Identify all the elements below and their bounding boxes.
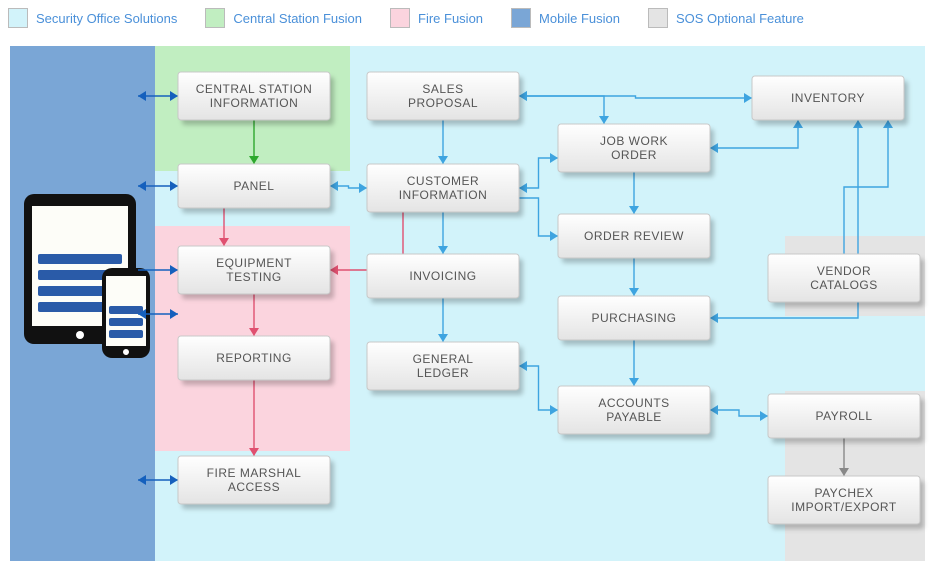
node-label: ACCOUNTS: [598, 396, 669, 410]
phone-menu-bar: [109, 306, 143, 314]
node-label: CATALOGS: [810, 278, 878, 292]
tablet-home-button: [76, 331, 84, 339]
node-label: PAYCHEX: [814, 486, 873, 500]
node-label: GENERAL: [413, 352, 474, 366]
tablet-menu-bar: [38, 254, 122, 264]
node-label: ORDER: [611, 148, 657, 162]
node-label: VENDOR: [817, 264, 871, 278]
legend-swatch-csf: [205, 8, 225, 28]
node-label: ORDER REVIEW: [584, 229, 684, 243]
node-label: INFORMATION: [210, 96, 299, 110]
phone-home-button: [123, 349, 129, 355]
phone-menu-bar: [109, 330, 143, 338]
legend-label: Central Station Fusion: [233, 11, 362, 26]
node-label: LEDGER: [417, 366, 469, 380]
legend-item: SOS Optional Feature: [648, 8, 804, 28]
node-label: ACCESS: [228, 480, 280, 494]
node-label: CENTRAL STATION: [196, 82, 313, 96]
node-label: INFORMATION: [399, 188, 488, 202]
legend-item: Security Office Solutions: [8, 8, 177, 28]
node-label: CUSTOMER: [407, 174, 479, 188]
legend-item: Fire Fusion: [390, 8, 483, 28]
legend-swatch-mobile: [511, 8, 531, 28]
legend-item: Mobile Fusion: [511, 8, 620, 28]
node-label: PAYABLE: [606, 410, 662, 424]
legend-swatch-fire: [390, 8, 410, 28]
node-label: PAYROLL: [815, 409, 872, 423]
node-label: INVOICING: [409, 269, 476, 283]
node-label: SALES: [422, 82, 463, 96]
node-label: TESTING: [226, 270, 282, 284]
legend-swatch-optional: [648, 8, 668, 28]
node-label: IMPORT/EXPORT: [791, 500, 897, 514]
node-label: INVENTORY: [791, 91, 865, 105]
phone-menu-bar: [109, 318, 143, 326]
legend-label: SOS Optional Feature: [676, 11, 804, 26]
legend-label: Mobile Fusion: [539, 11, 620, 26]
node-label: FIRE MARSHAL: [207, 466, 302, 480]
node-label: PROPOSAL: [408, 96, 478, 110]
node-label: PURCHASING: [591, 311, 676, 325]
legend: Security Office Solutions Central Statio…: [0, 0, 952, 36]
node-label: JOB WORK: [600, 134, 668, 148]
node-label: REPORTING: [216, 351, 292, 365]
legend-label: Security Office Solutions: [36, 11, 177, 26]
node-label: EQUIPMENT: [216, 256, 292, 270]
legend-swatch-sos: [8, 8, 28, 28]
legend-label: Fire Fusion: [418, 11, 483, 26]
legend-item: Central Station Fusion: [205, 8, 362, 28]
node-label: PANEL: [234, 179, 275, 193]
diagram-canvas: CENTRAL STATIONINFORMATIONPANELEQUIPMENT…: [0, 36, 952, 567]
